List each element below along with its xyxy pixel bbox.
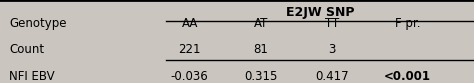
Text: 0.417: 0.417: [315, 70, 348, 83]
Text: E2JW SNP: E2JW SNP: [286, 6, 354, 19]
Text: 3: 3: [328, 43, 336, 56]
Text: 0.315: 0.315: [244, 70, 277, 83]
Text: NFI EBV: NFI EBV: [9, 70, 55, 83]
Text: <0.001: <0.001: [384, 70, 431, 83]
Text: 221: 221: [178, 43, 201, 56]
Text: -0.036: -0.036: [171, 70, 209, 83]
Text: AA: AA: [182, 17, 198, 30]
Text: 81: 81: [253, 43, 268, 56]
Text: Genotype: Genotype: [9, 17, 67, 30]
Text: AT: AT: [254, 17, 268, 30]
Text: F pr.: F pr.: [395, 17, 420, 30]
Text: TT: TT: [325, 17, 339, 30]
Text: Count: Count: [9, 43, 45, 56]
